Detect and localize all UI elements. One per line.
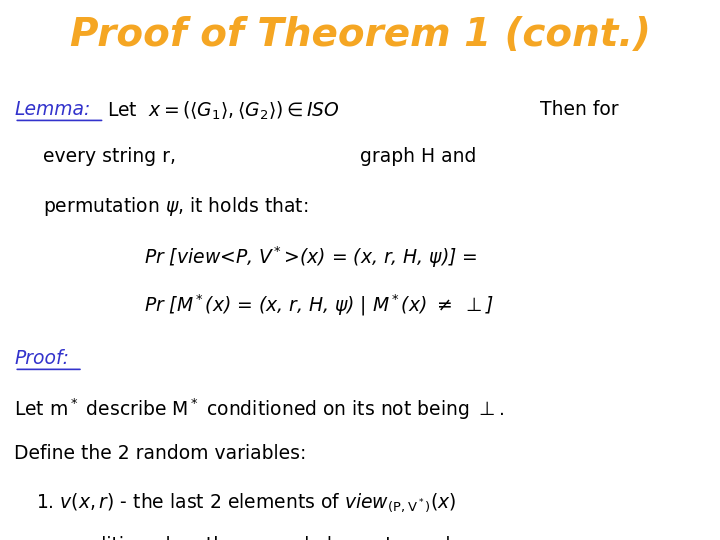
- Text: Define the 2 random variables:: Define the 2 random variables:: [14, 444, 307, 463]
- Text: Then for: Then for: [540, 100, 618, 119]
- Text: Lemma:: Lemma:: [14, 100, 91, 119]
- Text: Proof of Theorem 1 (cont.): Proof of Theorem 1 (cont.): [70, 16, 650, 54]
- Text: permutation $\psi$, it holds that:: permutation $\psi$, it holds that:: [43, 195, 308, 218]
- Text: $Pr$ [M$^*$(x) = (x, r, H, $\psi$) | M$^*$(x) $\neq$ $\bot$]: $Pr$ [M$^*$(x) = (x, r, H, $\psi$) | M$^…: [144, 292, 493, 318]
- Text: $Pr$ [view<P, V$^*$>(x) = (x, r, H, $\psi$)] =: $Pr$ [view<P, V$^*$>(x) = (x, r, H, $\ps…: [144, 245, 477, 270]
- Text: 1. $v(x,r)$ - the last 2 elements of $\mathit{view}_{(\mathrm{P,V^*})}(x)$: 1. $v(x,r)$ - the last 2 elements of $\m…: [36, 491, 456, 514]
- Text: graph H and: graph H and: [360, 147, 477, 166]
- Text: Proof:: Proof:: [14, 349, 69, 368]
- Text: conditioned on the second element equals r.: conditioned on the second element equals…: [61, 536, 479, 540]
- Text: Let  $x = (\langle G_1\rangle,\langle G_2\rangle) \in ISO$: Let $x = (\langle G_1\rangle,\langle G_2…: [107, 100, 339, 122]
- Text: Let m$^*$ describe M$^*$ conditioned on its not being $\bot$.: Let m$^*$ describe M$^*$ conditioned on …: [14, 396, 505, 422]
- Text: every string r,: every string r,: [43, 147, 176, 166]
